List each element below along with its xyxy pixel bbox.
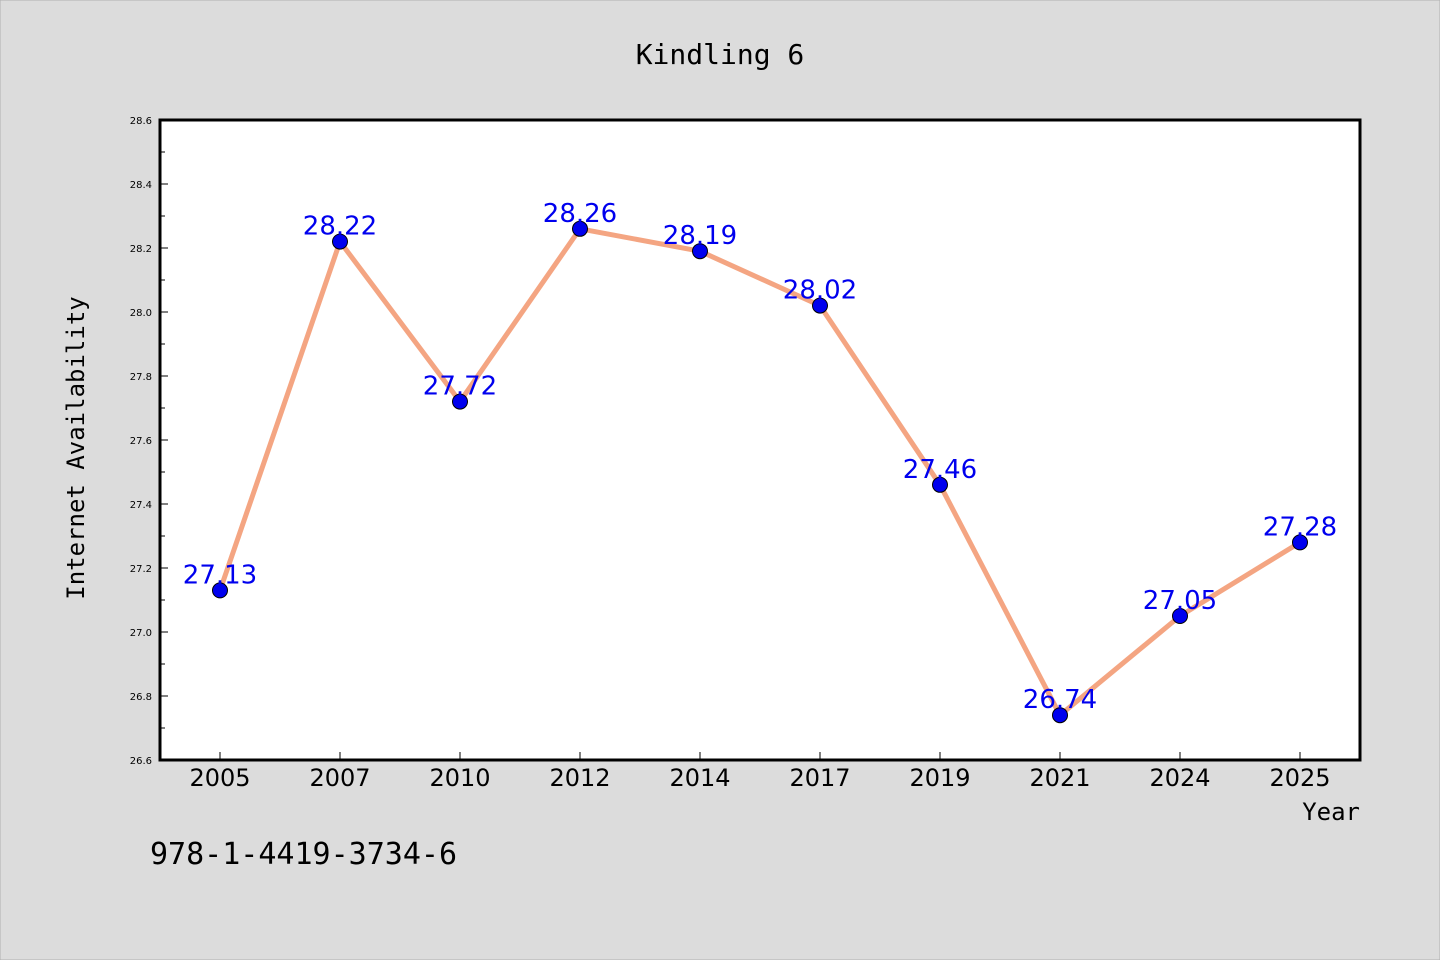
data-point [572,220,588,237]
data-label: 28.02 [783,276,857,306]
x-axis-label: Year [1302,798,1360,826]
data-point [932,476,948,493]
x-tick-label: 2025 [1269,764,1330,792]
series-line [217,226,1302,718]
data-label: 28.19 [663,221,737,251]
data-points [212,220,1308,724]
chart-title: Kindling 6 [636,38,805,71]
data-label: 27.72 [423,372,497,402]
data-label: 26.74 [1023,685,1097,715]
data-point [1292,534,1308,551]
data-point [212,582,228,599]
y-axis: 26.6 26.8 27.0 27.2 27.4 27.6 27.8 28.0 28.2 28.4… [130,116,168,767]
data-point [812,297,828,314]
y-tick-label: 28.4 [130,180,152,191]
data-label: 27.13 [183,560,257,590]
y-tick-label: 26.8 [130,692,152,703]
x-tick-label: 2024 [1149,764,1210,792]
data-labels: 27.13 28.22 27.72 28.26 28.19 28.02 27.46 26.74… [183,199,1337,715]
x-tick-label: 2014 [669,764,730,792]
y-tick-label: 28.0 [130,308,152,319]
data-point [452,393,468,410]
x-tick-label: 2007 [309,764,370,792]
data-label: 28.22 [303,212,377,242]
y-tick-label: 28.6 [130,116,152,127]
y-tick-label: 27.8 [130,372,152,383]
x-tick-label: 2019 [909,764,970,792]
x-tick-label: 2017 [789,764,850,792]
isbn-annotation: 978-1-4419-3734-6 [150,837,457,872]
data-label: 27.46 [903,455,977,485]
x-tick-label: 2021 [1029,764,1090,792]
x-axis: 2005 2007 2010 2012 2014 2017 2019 2021 2024 2025 [189,752,1331,792]
y-tick-label: 27.4 [130,500,152,511]
data-point [332,233,348,250]
x-tick-label: 2005 [189,764,250,792]
data-label: 27.05 [1143,586,1217,616]
data-point [1052,707,1068,724]
y-tick-label: 27.6 [130,436,152,447]
plot-frame [158,118,1362,762]
y-tick-label: 27.0 [130,628,152,639]
data-point [1172,608,1188,624]
data-point [692,243,708,260]
y-tick-label: 28.2 [130,244,152,255]
data-label: 28.26 [543,199,617,229]
y-tick-label: 26.6 [130,756,152,767]
data-label: 27.28 [1263,512,1337,542]
x-tick-label: 2012 [549,764,610,792]
plot-area [160,120,1360,760]
y-tick-label: 27.2 [130,564,152,575]
x-tick-label: 2010 [429,764,490,792]
y-axis-label: Internet Availability [62,296,90,599]
